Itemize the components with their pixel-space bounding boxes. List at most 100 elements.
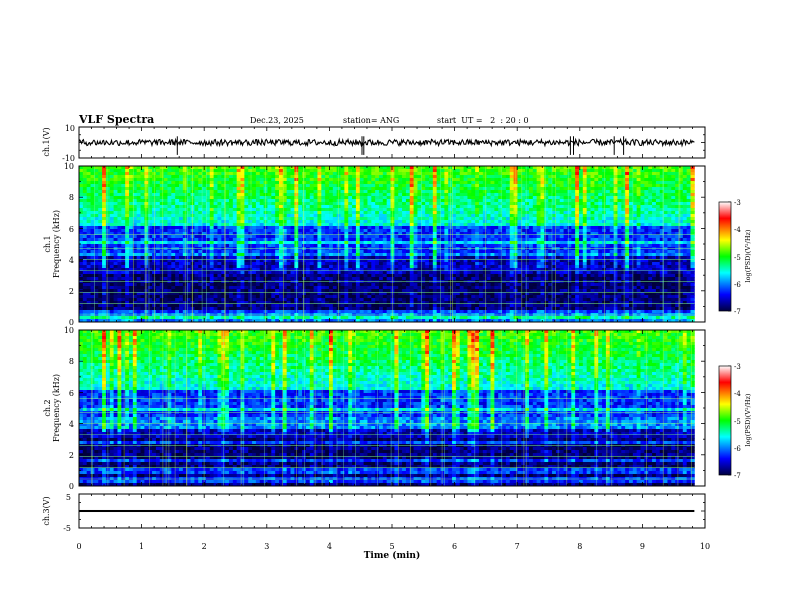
spectrogram-cell — [344, 256, 349, 260]
spectrogram-cell — [313, 184, 318, 188]
spectrogram-cell — [428, 241, 434, 245]
spectrogram-cell — [278, 223, 284, 227]
spectrogram-cell — [571, 169, 576, 173]
spectrogram-cell — [209, 166, 215, 170]
spectrogram-cell — [644, 244, 649, 248]
spectrogram-cell — [486, 217, 491, 221]
spectrogram-cell — [413, 256, 418, 260]
spectrogram-cell — [248, 229, 253, 233]
spectrogram-cell — [125, 223, 130, 227]
spectrogram-cell — [467, 250, 472, 254]
spectrogram-cell — [605, 208, 611, 212]
spectrogram-cell — [502, 181, 507, 185]
spectrogram-cell — [486, 175, 491, 179]
spectrogram-cell — [317, 226, 322, 230]
spectrogram-cell — [117, 217, 122, 221]
spectrogram-cell — [129, 181, 134, 185]
spectrogram-cell — [321, 253, 326, 257]
spectrogram-cell — [317, 187, 322, 191]
spectrogram-cell — [86, 253, 91, 257]
spectrogram-cell — [90, 187, 95, 191]
spectrogram-cell — [671, 226, 676, 230]
spectrogram-cell — [244, 184, 249, 188]
spectrogram-cell — [421, 187, 426, 191]
spectrogram-cell — [282, 169, 288, 173]
spectrogram-cell — [636, 181, 641, 185]
spectrogram-cell — [155, 241, 161, 245]
spectrogram-cell — [571, 226, 576, 230]
spectrogram-cell — [417, 199, 422, 203]
spectrogram-cell — [144, 217, 149, 221]
spectrogram-cell — [148, 193, 153, 197]
spectrogram-cell — [175, 187, 180, 191]
spectrogram-cell — [286, 181, 291, 185]
spectrogram-cell — [544, 166, 549, 170]
spectrogram-cell — [86, 220, 91, 224]
spectrogram-cell — [417, 196, 422, 200]
spectrogram-cell — [98, 178, 103, 182]
spectrogram-cell — [144, 175, 149, 179]
spectrogram-cell — [640, 211, 645, 215]
spectrogram-cell — [421, 181, 426, 185]
spectrogram-cell — [636, 196, 641, 200]
spectrogram-cell — [675, 226, 680, 230]
spectrogram-cell — [402, 184, 407, 188]
spectrogram-cell — [498, 226, 503, 230]
spectrogram-cell — [548, 199, 553, 203]
spectrogram-cell — [232, 241, 238, 245]
spectrogram-cell — [578, 199, 584, 203]
spectrogram-cell — [548, 229, 553, 233]
spectrogram-cell — [405, 217, 411, 221]
spectrogram-cell — [602, 205, 607, 209]
spectrogram-cell — [298, 169, 303, 173]
spectrogram-cell — [136, 184, 141, 188]
spectrogram-cell — [167, 232, 172, 236]
spectrogram-cell — [409, 217, 414, 221]
spectrogram-cell — [186, 178, 191, 182]
spectrogram-cell — [452, 220, 457, 224]
spectrogram-cell — [467, 178, 472, 182]
spectrogram-cell — [667, 220, 672, 224]
spectrogram-cell — [625, 223, 630, 227]
spectrogram-cell — [532, 175, 538, 179]
spectrogram-cell — [494, 208, 499, 212]
spectrogram-cell — [594, 181, 599, 185]
spectrogram-cell — [667, 205, 672, 209]
spectrogram-cell — [321, 184, 326, 188]
spectrogram-cell — [602, 175, 607, 179]
spectrogram-cell — [198, 196, 203, 200]
spectrogram-cell — [248, 208, 253, 212]
spectrogram-cell — [375, 190, 380, 194]
spectrogram-cell — [632, 226, 638, 230]
spectrogram-cell — [478, 178, 484, 182]
spectrogram-cell — [405, 244, 411, 248]
spectrogram-cell — [255, 178, 261, 182]
spectrogram-cell — [602, 187, 607, 191]
spectrogram-cell — [325, 226, 330, 230]
spectrogram-cell — [267, 193, 272, 197]
spectrogram-cell — [344, 253, 349, 257]
spectrogram-cell — [625, 253, 630, 257]
spectrogram-cell — [148, 226, 153, 230]
spectrogram-cell — [609, 211, 614, 215]
spectrogram-cell — [186, 214, 191, 218]
spectrogram-cell — [105, 166, 111, 170]
spectrogram-cell — [348, 238, 353, 242]
spectrogram-cell — [363, 193, 368, 197]
spectrogram-cell — [405, 181, 411, 185]
spectrogram-cell — [417, 193, 422, 197]
spectrogram-cell — [690, 169, 695, 173]
spectrogram-cell — [586, 238, 591, 242]
spectrogram-cell — [305, 184, 311, 188]
spectrogram-cell — [575, 244, 580, 248]
spectrogram-cell — [90, 193, 95, 197]
spectrogram-cell — [255, 193, 261, 197]
spectrogram-cell — [202, 241, 207, 245]
spectrogram-cell — [505, 181, 511, 185]
spectrogram-cell — [571, 214, 576, 218]
spectrogram-cell — [667, 175, 672, 179]
spectrogram-cell — [309, 184, 315, 188]
spectrogram-cell — [209, 178, 215, 182]
spectrogram-cell — [567, 253, 572, 257]
spectrogram-cell — [340, 208, 345, 212]
